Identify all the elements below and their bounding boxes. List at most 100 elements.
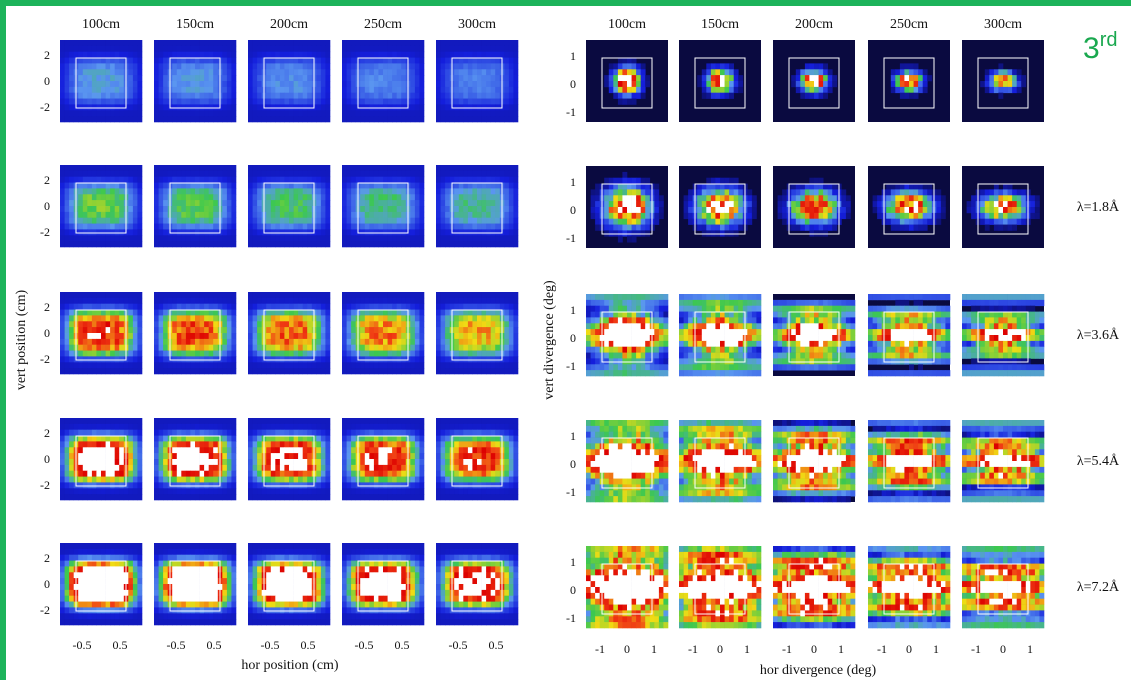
heatmap-cell bbox=[504, 51, 510, 58]
heatmap-cell bbox=[279, 69, 285, 76]
heatmap-cell bbox=[252, 309, 258, 316]
heatmap-cell bbox=[226, 453, 232, 460]
heatmap-cell bbox=[419, 75, 425, 82]
heatmap-cell bbox=[87, 423, 93, 431]
heatmap-cell bbox=[78, 488, 84, 495]
heatmap-cell bbox=[325, 356, 331, 363]
heatmap-cell bbox=[289, 51, 294, 58]
heatmap-cell bbox=[226, 309, 232, 316]
heatmap-cell bbox=[387, 165, 393, 172]
heatmap-cell bbox=[490, 217, 496, 224]
heatmap-cell bbox=[137, 165, 143, 172]
heatmap-cell bbox=[69, 418, 74, 425]
heatmap-cell bbox=[351, 459, 356, 466]
heatmap-cell bbox=[82, 235, 88, 242]
heatmap-cell bbox=[119, 321, 125, 328]
heatmap-cell bbox=[401, 464, 407, 472]
heatmap-cell bbox=[69, 241, 74, 248]
heatmap-cell bbox=[181, 241, 187, 248]
heatmap-cell bbox=[172, 40, 178, 47]
heatmap-cell bbox=[181, 476, 187, 483]
heatmap-cell bbox=[342, 81, 347, 88]
heatmap-cell bbox=[195, 40, 200, 47]
heatmap-cell bbox=[199, 344, 205, 351]
heatmap-cell bbox=[355, 418, 361, 425]
heatmap-cell bbox=[458, 423, 464, 431]
heatmap-cell bbox=[360, 194, 366, 201]
heatmap-cell bbox=[364, 321, 370, 328]
heatmap-cell bbox=[513, 217, 519, 224]
heatmap-cell bbox=[369, 110, 375, 117]
heatmap-cell bbox=[217, 51, 223, 58]
heatmap-cell bbox=[167, 241, 173, 248]
heatmap-cell bbox=[208, 81, 214, 88]
heatmap-cell bbox=[123, 116, 129, 123]
heatmap-cell bbox=[289, 194, 294, 201]
heatmap-cell bbox=[158, 241, 164, 248]
heatmap-cell bbox=[213, 494, 219, 501]
heatmap-cell bbox=[114, 57, 120, 64]
heatmap-cell bbox=[114, 217, 120, 224]
heatmap-cell bbox=[369, 476, 375, 483]
heatmap-cell bbox=[405, 368, 411, 375]
heatmap-cell bbox=[60, 211, 65, 219]
heatmap-cell bbox=[346, 338, 352, 346]
heatmap-cell bbox=[279, 315, 285, 322]
heatmap-cell bbox=[467, 418, 473, 425]
heatmap-cell bbox=[472, 441, 478, 448]
heatmap-cell bbox=[158, 217, 164, 224]
heatmap-cell bbox=[204, 368, 209, 375]
heatmap-cell bbox=[414, 368, 420, 375]
heatmap-cell bbox=[163, 482, 168, 489]
heatmap-cell bbox=[132, 333, 138, 340]
heatmap-cell bbox=[289, 447, 294, 454]
heatmap-cell bbox=[158, 368, 164, 375]
heatmap-cell bbox=[325, 362, 331, 369]
heatmap-cell bbox=[226, 235, 232, 242]
heatmap-cell bbox=[217, 488, 223, 495]
heatmap-cell bbox=[360, 116, 366, 123]
heatmap-cell bbox=[110, 303, 115, 310]
heatmap-cell bbox=[508, 241, 514, 248]
heatmap-cell bbox=[137, 63, 143, 70]
heatmap-cell bbox=[481, 297, 487, 305]
heatmap-cell bbox=[217, 292, 223, 299]
heatmap-cell bbox=[316, 69, 322, 76]
heatmap-cell bbox=[105, 182, 111, 189]
heatmap-cell bbox=[185, 303, 191, 310]
heatmap-cell bbox=[60, 92, 65, 99]
heatmap-cell bbox=[504, 292, 510, 299]
heatmap-cell bbox=[364, 92, 370, 99]
heatmap-cell bbox=[64, 435, 70, 442]
heatmap-cell bbox=[199, 235, 205, 242]
heatmap-cell bbox=[410, 292, 416, 299]
heatmap-cell bbox=[123, 362, 129, 369]
heatmap-cell bbox=[513, 223, 519, 230]
heatmap-cell bbox=[472, 362, 478, 369]
heatmap-cell bbox=[401, 211, 407, 219]
heatmap-cell bbox=[123, 170, 129, 178]
heatmap-cell bbox=[248, 165, 253, 172]
heatmap-cell bbox=[346, 194, 352, 201]
heatmap-cell bbox=[396, 211, 402, 219]
heatmap-cell bbox=[82, 57, 88, 64]
heatmap-cell bbox=[477, 453, 482, 460]
heatmap-cell bbox=[204, 464, 209, 472]
heatmap-cell bbox=[405, 362, 411, 369]
heatmap-cell bbox=[195, 447, 200, 454]
heatmap-cell bbox=[87, 81, 93, 88]
heatmap-cell bbox=[440, 297, 446, 305]
heatmap-cell bbox=[477, 98, 482, 105]
heatmap-cell bbox=[364, 75, 370, 82]
heatmap-cell bbox=[467, 315, 473, 322]
heatmap-cell bbox=[369, 206, 375, 213]
heatmap-cell bbox=[477, 235, 482, 242]
heatmap-cell bbox=[199, 441, 205, 448]
heatmap-cell bbox=[105, 92, 111, 99]
heatmap-cell bbox=[325, 429, 331, 436]
heatmap-cell bbox=[101, 494, 106, 501]
heatmap-cell bbox=[222, 116, 228, 123]
heatmap-cell bbox=[373, 75, 379, 82]
heatmap-cell bbox=[248, 40, 253, 47]
heatmap-cell bbox=[436, 292, 441, 299]
